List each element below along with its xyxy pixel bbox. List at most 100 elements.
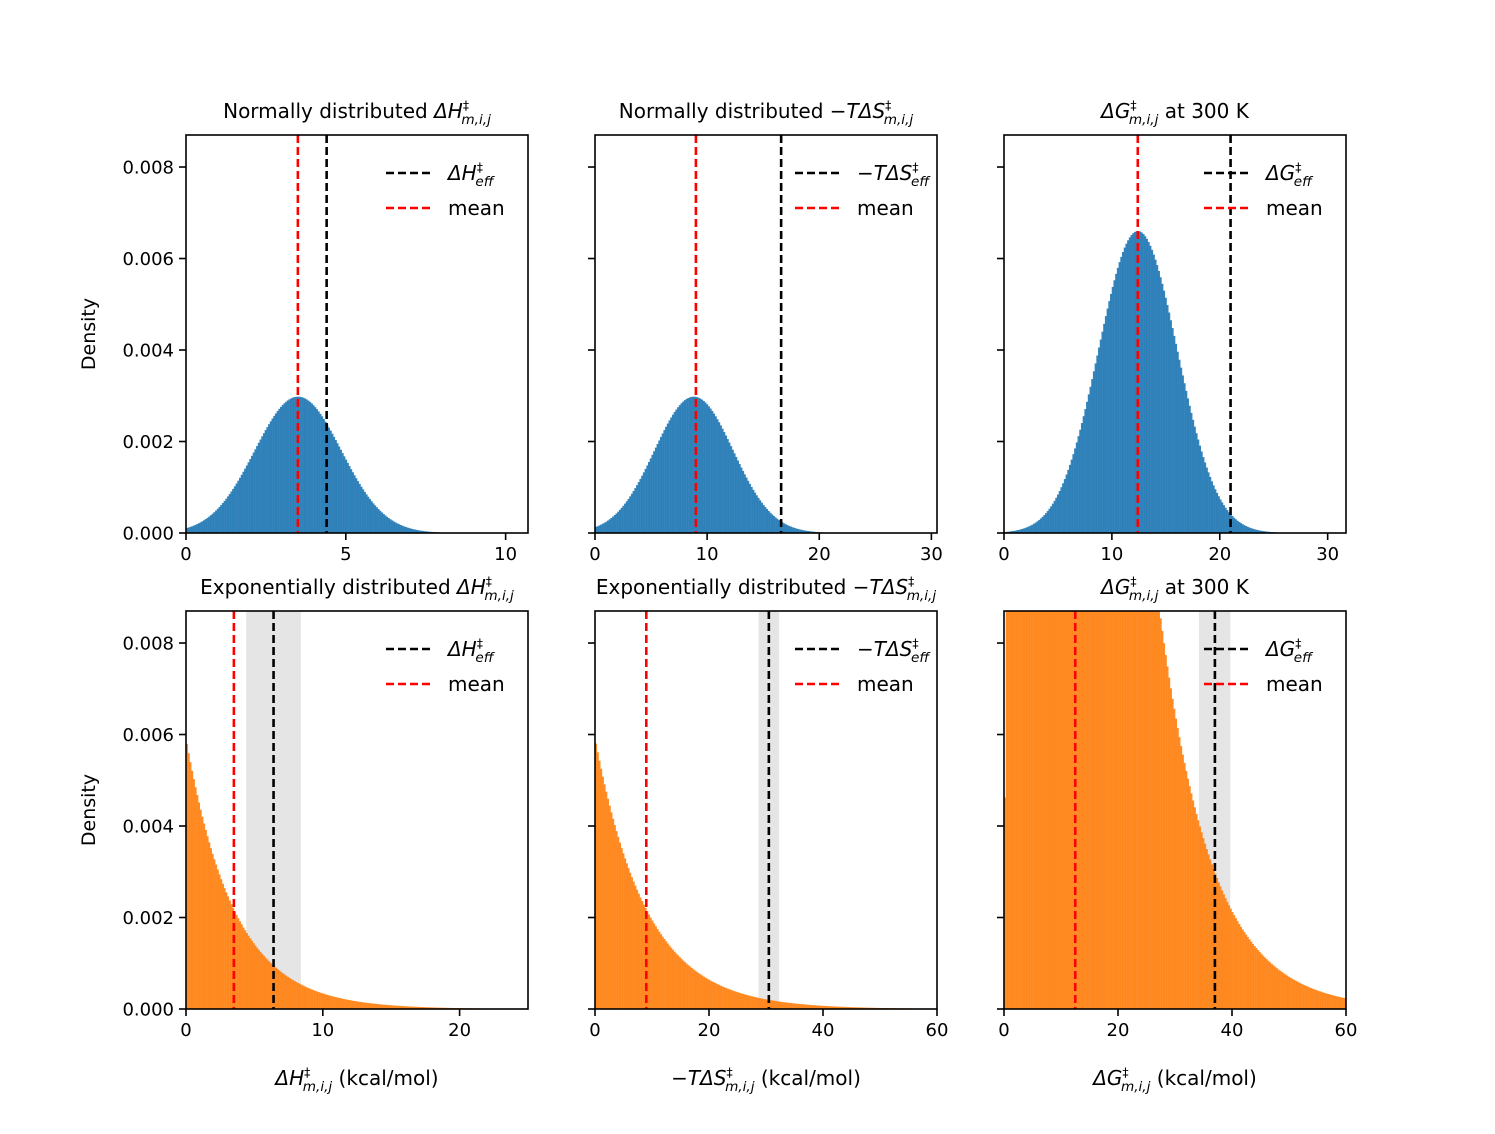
histogram-bar (305, 399, 308, 533)
histogram-bar (1082, 416, 1085, 533)
histogram-bar (394, 522, 397, 533)
histogram-bar (274, 967, 277, 1009)
histogram-bar (1287, 976, 1290, 1009)
histogram-bar (1070, 611, 1073, 1009)
histogram-bar (1195, 813, 1198, 1009)
histogram-bar (1051, 503, 1054, 533)
histogram-bar (220, 505, 223, 533)
histogram-bar (225, 498, 228, 533)
histogram-bar (1190, 793, 1193, 1009)
histogram-bar (415, 1006, 418, 1009)
legend-eff-label: −TΔS‡ eff (857, 636, 931, 666)
histogram-bar (1142, 234, 1145, 533)
histogram-bar (767, 510, 770, 533)
histogram-bar (370, 501, 373, 533)
histogram-bar (357, 481, 360, 533)
histogram-bar (849, 1007, 852, 1009)
x-tick-label: 30 (920, 544, 943, 565)
histogram-bar (675, 409, 678, 533)
histogram-bar (726, 988, 729, 1009)
histogram-bar (223, 888, 226, 1009)
histogram-bar (1021, 529, 1024, 533)
x-tick-label: 40 (812, 1020, 835, 1041)
axes-frame (1003, 610, 1347, 1010)
x-axis-label: ΔG‡ m,i,j (kcal/mol) (1091, 1065, 1257, 1095)
histogram-bar (1221, 502, 1224, 533)
histogram-bar (1086, 611, 1089, 1009)
histogram-bar (239, 477, 242, 533)
histogram-bar (360, 486, 363, 533)
histogram-bar (1262, 955, 1265, 1009)
histogram-bar (750, 996, 753, 1009)
histogram-bar (764, 507, 767, 533)
histogram-bar (204, 829, 207, 1009)
histogram-bar (1152, 254, 1155, 533)
histogram-bar (1050, 611, 1053, 1009)
histogram-bar (853, 1007, 856, 1009)
histogram-bar (317, 411, 320, 533)
histogram-bar (1128, 611, 1131, 1009)
histogram-bar (724, 435, 728, 533)
histogram-bar (1291, 978, 1294, 1009)
histogram-bar (281, 404, 284, 533)
histogram-bar (723, 987, 726, 1009)
histogram-bar (665, 426, 668, 533)
histogram-bar (309, 988, 312, 1009)
histogram-bar (596, 752, 599, 1009)
histogram-bar (678, 957, 681, 1009)
histogram-bar (617, 836, 620, 1009)
histogram-bar (257, 442, 260, 533)
histogram-bar (333, 996, 336, 1009)
histogram-bar (689, 397, 692, 533)
histogram-bar (1099, 611, 1102, 1009)
histogram-bar (1255, 529, 1258, 533)
histogram-bar (1274, 966, 1277, 1009)
histogram-bar (1125, 243, 1128, 533)
histogram-bar (1340, 997, 1343, 1009)
histogram-bar (1089, 386, 1092, 533)
histogram-bar (731, 449, 734, 533)
histogram-bar (1241, 524, 1244, 533)
histogram-bar (228, 900, 231, 1009)
histogram-bar (232, 907, 235, 1009)
histogram-bar (625, 501, 628, 533)
histogram-bar (707, 979, 710, 1009)
histogram-bar (1161, 630, 1164, 1009)
histogram-bar (719, 425, 722, 533)
legend-eff-label: ΔG‡ eff (1264, 636, 1314, 666)
histogram-bar (1014, 611, 1017, 1009)
histogram-bar (1161, 283, 1164, 533)
histogram-bar (1111, 611, 1114, 1009)
histogram-bar (1084, 611, 1087, 1009)
histogram-bar (721, 986, 724, 1009)
histogram-bar (622, 853, 625, 1009)
histogram-bar (677, 407, 680, 533)
histogram-bar (206, 517, 209, 533)
histogram-bar (218, 506, 221, 533)
histogram-bar (358, 1001, 361, 1009)
histogram-bar (345, 999, 348, 1009)
x-tick-label: 20 (448, 1020, 471, 1041)
histogram-bar (687, 397, 690, 533)
histogram-bar (641, 901, 644, 1009)
x-tick-label: 20 (1107, 1020, 1130, 1041)
histogram-bar (641, 475, 644, 533)
histogram-bar (671, 949, 675, 1009)
histogram-bar (1334, 995, 1337, 1009)
histogram-bar (413, 529, 416, 533)
histogram-bar (351, 472, 354, 533)
histogram-bar (420, 530, 423, 533)
histogram-bar (777, 1001, 781, 1009)
histogram-bar (1062, 483, 1065, 533)
histogram-bar (682, 401, 685, 533)
histogram-bar (305, 987, 308, 1009)
histogram-bar (410, 1006, 413, 1009)
axes-frame (594, 610, 938, 1010)
histogram-bar (1250, 528, 1253, 533)
histogram-bar (613, 825, 616, 1009)
histogram-bar (1046, 611, 1049, 1009)
histogram-bar (1017, 611, 1020, 1009)
histogram-bar (341, 453, 344, 533)
x-tick-label: 0 (589, 1020, 600, 1041)
